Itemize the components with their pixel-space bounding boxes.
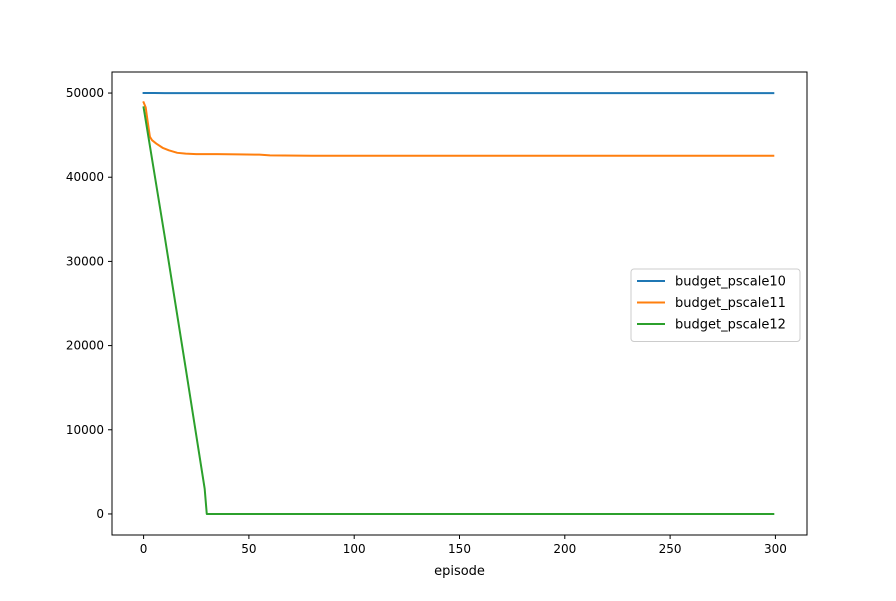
y-tick-label: 40000 <box>66 170 104 184</box>
x-axis-label: episode <box>434 564 485 579</box>
x-tick-label: 0 <box>140 542 148 556</box>
x-tick-label: 100 <box>343 542 366 556</box>
x-tick-label: 200 <box>553 542 576 556</box>
y-axis: 0 10000 20000 30000 40000 50000 <box>66 86 112 521</box>
legend-label: budget_pscale11 <box>675 296 786 311</box>
x-axis: 0 50 100 150 200 250 300 <box>140 535 787 556</box>
y-tick-label: 20000 <box>66 339 104 353</box>
y-tick-label: 10000 <box>66 423 104 437</box>
series-line-budget-pscale12 <box>142 106 775 515</box>
legend: budget_pscale10 budget_pscale11 budget_psc… <box>630 268 801 342</box>
series-lines <box>142 92 775 515</box>
y-tick-label: 30000 <box>66 254 104 268</box>
x-tick-label: 150 <box>448 542 471 556</box>
x-tick-label: 50 <box>241 542 256 556</box>
series-line-budget-pscale11 <box>142 101 775 157</box>
legend-box <box>630 268 801 342</box>
y-tick-label: 50000 <box>66 86 104 100</box>
x-tick-label: 300 <box>764 542 787 556</box>
x-tick-label: 250 <box>659 542 682 556</box>
y-tick-label: 0 <box>96 507 104 521</box>
legend-label: budget_pscale12 <box>675 318 786 333</box>
legend-label: budget_pscale10 <box>675 275 786 290</box>
